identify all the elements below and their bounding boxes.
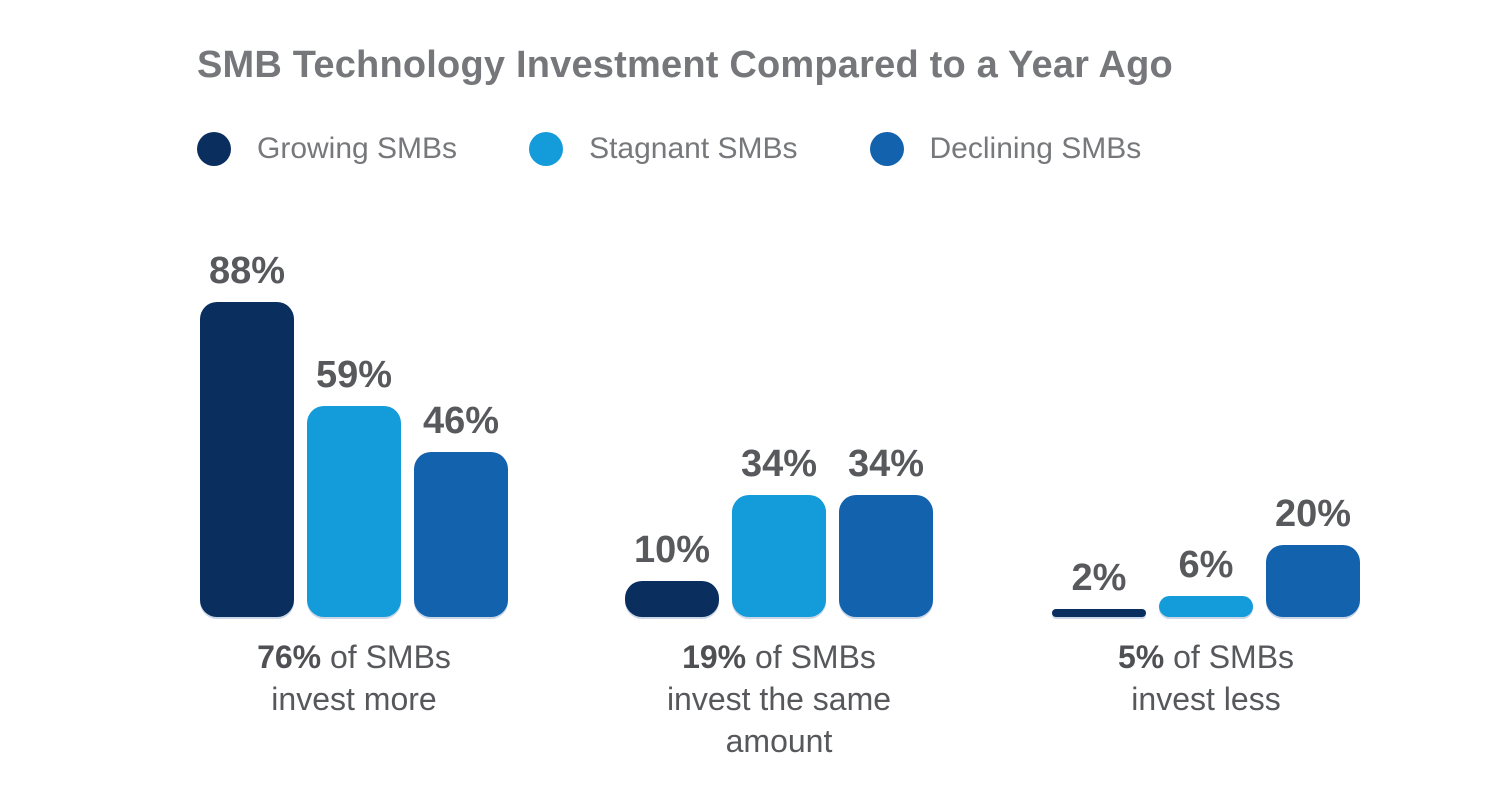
bar-value-label: 10% (633, 529, 711, 571)
legend-item-1: Growing SMBs (197, 132, 457, 166)
bar-group-2: 10% 34% 34% (625, 443, 933, 617)
bar-value-label: 2% (1071, 557, 1127, 599)
bar-cell: 10% (625, 529, 719, 617)
bar-value-label: 59% (315, 354, 393, 396)
bar-group-1: 88% 59% 46% (200, 250, 508, 617)
group-caption-line: invest the same (666, 681, 892, 717)
legend-label: Growing SMBs (257, 132, 458, 165)
group-caption-3: 5% of SMBs invest less (1026, 636, 1386, 720)
bar-declining-smbs (414, 452, 508, 617)
bar-cell: 88% (200, 250, 294, 617)
bar-group-3: 2% 6% 20% (1052, 493, 1360, 617)
legend-label: Declining SMBs (929, 132, 1142, 165)
legend-swatch-circle-icon (197, 132, 231, 166)
bar-value-label: 20% (1274, 493, 1352, 535)
bar-cell: 6% (1159, 544, 1253, 617)
bar-value-label: 34% (847, 443, 925, 485)
group-caption-2: 19% of SMBs invest the same amount (599, 636, 959, 762)
bar-cell: 2% (1052, 557, 1146, 617)
bar-stagnant-smbs (307, 406, 401, 617)
legend-swatch-circle-icon (529, 132, 564, 166)
group-caption-1: 76% of SMBs invest more (174, 636, 534, 720)
bar-cell: 59% (307, 354, 401, 617)
group-caption-line: 5% of SMBs (1117, 639, 1295, 675)
group-caption-line: 76% of SMBs (257, 639, 451, 675)
bar-declining-smbs (1266, 545, 1360, 617)
group-caption-line: 19% of SMBs (682, 639, 876, 675)
bar-growing-smbs (1052, 609, 1146, 617)
bar-growing-smbs (625, 581, 719, 617)
bar-cell: 20% (1266, 493, 1360, 617)
bar-declining-smbs (839, 495, 933, 617)
legend-label: Stagnant SMBs (589, 132, 798, 165)
chart-legend: Growing SMBs Stagnant SMBs Declining SMBs (197, 132, 1141, 166)
bar-cell: 46% (414, 400, 508, 617)
legend-item-2: Stagnant SMBs (529, 132, 798, 166)
legend-swatch-circle-icon (869, 132, 904, 166)
bar-stagnant-smbs (732, 495, 826, 617)
bar-cell: 34% (732, 443, 826, 617)
bar-cell: 34% (839, 443, 933, 617)
legend-item-3: Declining SMBs (869, 132, 1142, 166)
caption-highlight-value: 19% (682, 639, 747, 675)
group-caption-line: amount (725, 723, 833, 759)
chart-title: SMB Technology Investment Compared to a … (197, 44, 1173, 86)
bar-value-label: 88% (208, 250, 286, 292)
bar-growing-smbs (200, 302, 294, 617)
bar-stagnant-smbs (1159, 596, 1253, 617)
caption-highlight-value: 5% (1117, 639, 1165, 675)
group-caption-line: invest more (271, 681, 437, 717)
bar-value-label: 34% (740, 443, 818, 485)
caption-highlight-value: 76% (257, 639, 322, 675)
group-caption-line: invest less (1131, 681, 1281, 717)
bar-value-label: 46% (422, 400, 500, 442)
bar-value-label: 6% (1178, 544, 1234, 586)
